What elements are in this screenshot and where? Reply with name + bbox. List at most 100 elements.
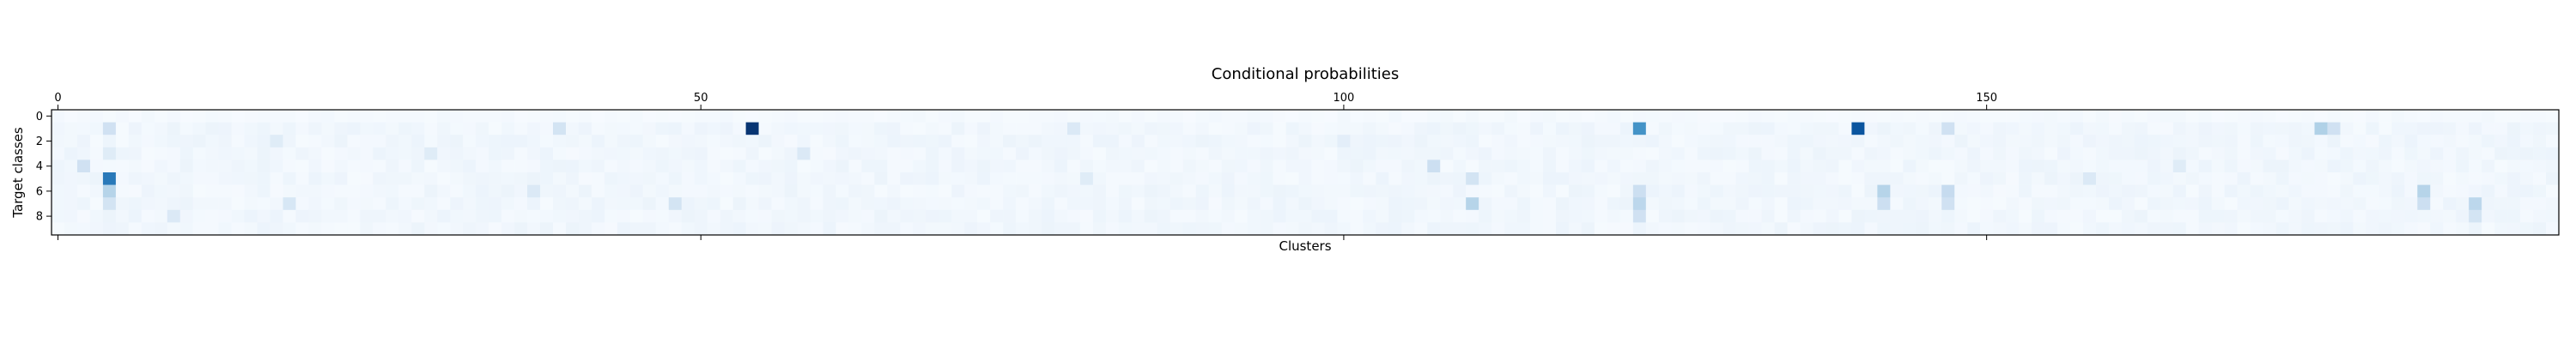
heatmap-cell — [1453, 197, 1467, 211]
heatmap-cell — [463, 209, 477, 223]
heatmap-cell — [2160, 209, 2174, 223]
heatmap-cell — [2275, 135, 2289, 148]
heatmap-cell — [2340, 184, 2354, 198]
y-tick-label: 6 — [36, 185, 43, 198]
heatmap-cell — [463, 172, 477, 185]
heatmap-cell — [270, 159, 283, 173]
heatmap-cell — [655, 135, 670, 148]
x-tick-label: 150 — [1976, 92, 1997, 105]
heatmap-cell — [745, 110, 759, 123]
heatmap-cell — [386, 122, 399, 135]
heatmap-cell — [977, 159, 991, 173]
heatmap-cell — [1619, 184, 1634, 198]
heatmap-cell — [2379, 184, 2392, 198]
heatmap-cell — [2250, 197, 2263, 211]
heatmap-cell — [52, 222, 65, 236]
heatmap-cell — [76, 222, 91, 236]
heatmap-cell — [1182, 159, 1197, 173]
heatmap-cell — [1890, 184, 1904, 198]
heatmap-cell — [1298, 135, 1312, 148]
heatmap-cell — [990, 110, 1004, 123]
heatmap-cell — [1492, 184, 1505, 198]
heatmap-cell — [64, 184, 78, 198]
heatmap-cell — [295, 110, 309, 123]
heatmap-cell — [1401, 159, 1415, 173]
heatmap-cell — [231, 147, 245, 160]
heatmap-cell — [1851, 172, 1865, 185]
heatmap-cell — [1916, 110, 1929, 123]
heatmap-cell — [861, 222, 875, 236]
heatmap-cell — [1144, 147, 1158, 160]
heatmap-cell — [887, 110, 901, 123]
heatmap-cell — [1170, 110, 1184, 123]
heatmap-cell — [1748, 135, 1762, 148]
heatmap-cell — [52, 147, 65, 160]
heatmap-cell — [2417, 184, 2431, 198]
heatmap-cell — [1954, 197, 1968, 211]
heatmap-cell — [1993, 222, 2007, 236]
heatmap-cell — [1453, 147, 1467, 160]
heatmap-cell — [2147, 172, 2161, 185]
heatmap-cell — [810, 197, 823, 211]
heatmap-cell — [823, 172, 836, 185]
heatmap-cell — [218, 110, 232, 123]
heatmap-cell — [784, 147, 798, 160]
heatmap-cell — [347, 159, 361, 173]
heatmap-cell — [797, 209, 811, 223]
heatmap-cell — [1363, 159, 1376, 173]
heatmap-cell — [1838, 197, 1852, 211]
heatmap-cell — [2032, 122, 2045, 135]
x-tick-label: 0 — [54, 92, 61, 105]
heatmap-cell — [2134, 147, 2148, 160]
heatmap-cell — [2379, 172, 2392, 185]
heatmap-cell — [1285, 222, 1299, 236]
heatmap-cell — [964, 135, 978, 148]
heatmap-cell — [951, 222, 965, 236]
heatmap-cell — [2520, 197, 2534, 211]
heatmap-cell — [244, 159, 258, 173]
heatmap-cell — [295, 172, 309, 185]
heatmap-cell — [244, 209, 258, 223]
heatmap-cell — [2185, 209, 2200, 223]
heatmap-cell — [2237, 209, 2251, 223]
heatmap-cell — [64, 159, 78, 173]
heatmap-cell — [141, 147, 155, 160]
heatmap-cell — [2032, 184, 2045, 198]
heatmap-cell — [2160, 172, 2174, 185]
heatmap-cell — [2482, 209, 2495, 223]
heatmap-cell — [2237, 135, 2251, 148]
heatmap-cell — [1993, 172, 2007, 185]
heatmap-cell — [1092, 209, 1107, 223]
heatmap-cell — [2469, 147, 2482, 160]
heatmap-cell — [540, 172, 554, 185]
heatmap-cell — [1800, 159, 1814, 173]
heatmap-cell — [102, 172, 117, 185]
heatmap-cell — [1029, 122, 1042, 135]
heatmap-cell — [1157, 209, 1171, 223]
heatmap-cell — [1890, 147, 1904, 160]
heatmap-cell — [591, 222, 605, 236]
heatmap-cell — [861, 122, 875, 135]
heatmap-cell — [2211, 122, 2225, 135]
heatmap-cell — [1671, 147, 1686, 160]
heatmap-cell — [2417, 197, 2431, 211]
heatmap-cell — [1800, 209, 1814, 223]
heatmap-cell — [732, 122, 746, 135]
heatmap-cell — [167, 184, 181, 198]
heatmap-cell — [1632, 222, 1647, 236]
heatmap-cell — [2032, 110, 2045, 123]
heatmap-cell — [617, 159, 631, 173]
heatmap-cell — [295, 184, 309, 198]
heatmap-cell — [102, 159, 117, 173]
heatmap-cell — [373, 147, 386, 160]
heatmap-cell — [1761, 172, 1775, 185]
heatmap-cell — [1594, 147, 1608, 160]
heatmap-cell — [1594, 135, 1608, 148]
heatmap-cell — [1208, 135, 1222, 148]
heatmap-cell — [540, 135, 554, 148]
heatmap-cell — [1401, 197, 1415, 211]
heatmap-cell — [2430, 197, 2444, 211]
heatmap-cell — [437, 209, 451, 223]
heatmap-cell — [553, 110, 567, 123]
heatmap-cell — [2327, 172, 2341, 185]
